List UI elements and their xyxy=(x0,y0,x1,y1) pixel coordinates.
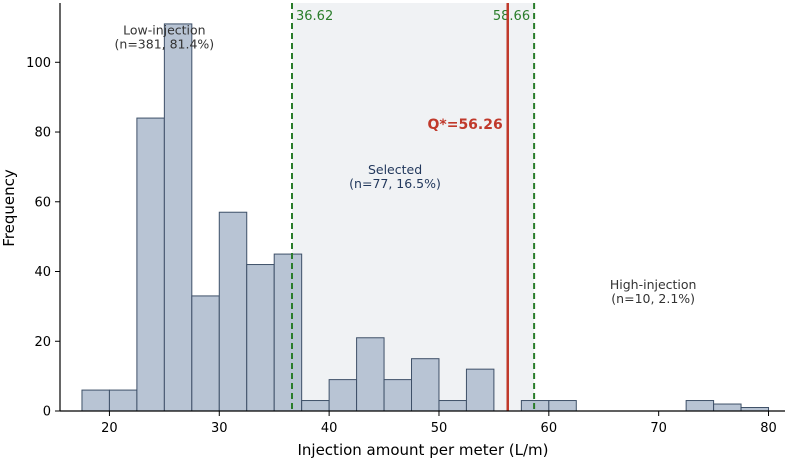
histogram-bar xyxy=(713,403,742,412)
selected-region-layer xyxy=(292,3,535,411)
histogram-bar xyxy=(685,400,715,412)
x-tick-label: 60 xyxy=(541,421,558,436)
region-label-detail: (n=381, 81.4%) xyxy=(115,36,215,51)
q-star-label: Q*=56.26 xyxy=(427,117,502,133)
y-axis-label: Frequency xyxy=(0,169,18,247)
histogram-bar xyxy=(273,253,303,412)
region-label-detail: (n=10, 2.1%) xyxy=(611,291,695,306)
histogram-bar xyxy=(136,117,165,412)
region-label-name: Selected xyxy=(368,162,422,177)
y-tick-label: 100 xyxy=(26,56,51,71)
histogram-bar xyxy=(465,368,495,412)
histogram-bar xyxy=(81,389,110,412)
histogram-bar xyxy=(301,400,330,412)
y-tick-label: 20 xyxy=(34,335,51,350)
histogram-bar xyxy=(246,264,275,412)
histogram-bar xyxy=(328,379,358,412)
histogram-bar xyxy=(218,211,248,412)
histogram-bar xyxy=(548,400,577,412)
region-label-name: Low-injection xyxy=(123,22,206,37)
bars-layer xyxy=(81,23,770,412)
histogram-bar xyxy=(383,379,413,412)
x-tick-label: 80 xyxy=(760,421,777,436)
x-tick-label: 30 xyxy=(211,421,228,436)
histogram-bar xyxy=(108,389,138,412)
selected-region xyxy=(292,3,535,411)
histogram-bar xyxy=(411,358,440,412)
region-label-detail: (n=77, 16.5%) xyxy=(349,176,441,191)
histogram-bar xyxy=(191,295,220,412)
threshold-label: 58.66 xyxy=(493,9,530,24)
x-tick-label: 40 xyxy=(321,421,338,436)
x-tick-label: 50 xyxy=(431,421,448,436)
annotations-layer: Low-injection(n=381, 81.4%) Selected(n=77… xyxy=(115,22,697,306)
histogram-bar xyxy=(163,23,193,412)
y-tick-label: 60 xyxy=(34,195,51,210)
x-tick-label: 70 xyxy=(650,421,667,436)
x-axis-label: Injection amount per meter (L/m) xyxy=(297,441,548,459)
threshold-lines-layer: 36.62 58.66 Q*=56.26 xyxy=(291,3,536,411)
y-tick-label: 0 xyxy=(43,405,51,420)
axes-layer: 20 30 40 50 60 70 80 0 20 40 60 80 100 xyxy=(26,3,785,436)
region-label-name: High-injection xyxy=(610,277,697,292)
threshold-label: 36.62 xyxy=(296,9,333,24)
y-tick-label: 40 xyxy=(34,265,51,280)
histogram-bar xyxy=(356,337,385,412)
x-tick-label: 20 xyxy=(101,421,118,436)
y-tick-label: 80 xyxy=(34,126,51,141)
histogram-bar xyxy=(438,400,467,412)
